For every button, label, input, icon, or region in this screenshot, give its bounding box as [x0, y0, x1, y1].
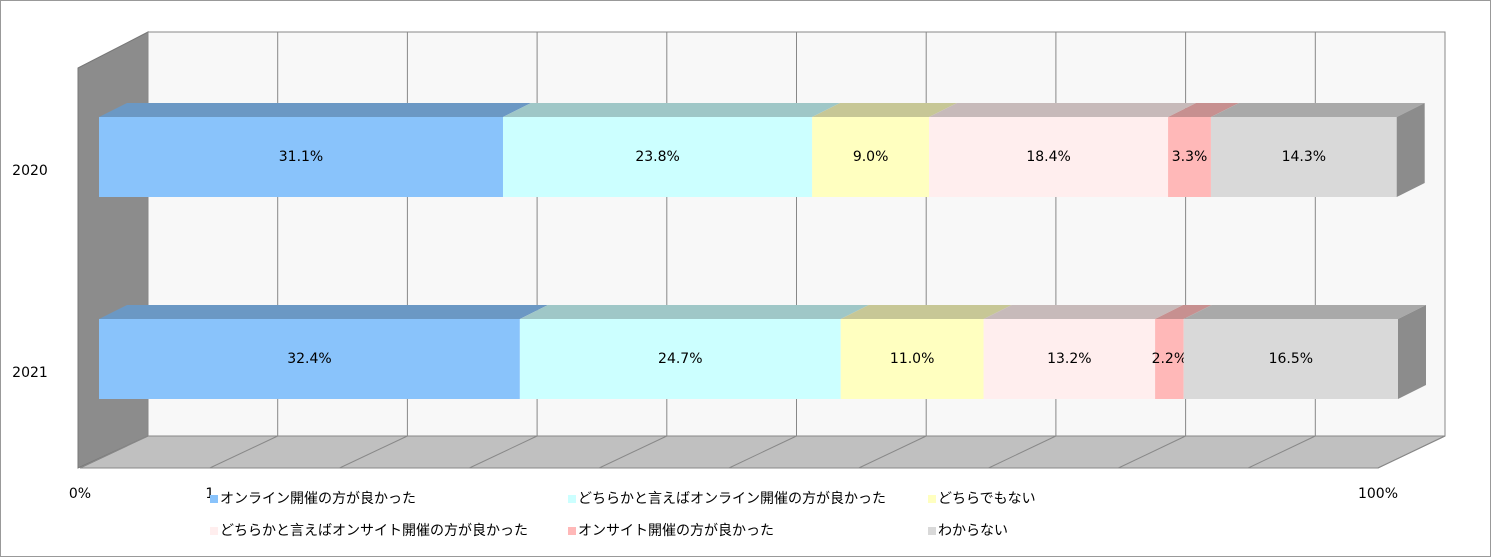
floor-grid-line	[728, 435, 797, 469]
bar	[502, 117, 813, 197]
legend-swatch	[568, 495, 576, 503]
legend-label: どちらでもない	[938, 491, 1036, 507]
bar	[929, 117, 1169, 197]
bar	[1210, 117, 1397, 197]
legend-swatch	[210, 527, 218, 535]
data-label: 3.3%	[1172, 149, 1208, 165]
data-label: 13.2%	[1047, 351, 1091, 367]
data-label: 16.5%	[1269, 351, 1313, 367]
bar-top	[983, 305, 1184, 319]
data-label: 32.4%	[287, 351, 331, 367]
floor-grid-line	[1118, 435, 1186, 469]
data-label: 23.8%	[635, 149, 679, 165]
data-label: 31.1%	[279, 149, 323, 165]
floor-grid-line	[209, 435, 278, 469]
data-label: 2.2%	[1152, 351, 1188, 367]
legend-swatch	[928, 495, 936, 503]
bar	[519, 319, 841, 399]
legend-swatch	[928, 527, 936, 535]
bar	[1168, 117, 1211, 197]
x-tick-label: 1	[205, 486, 214, 502]
floor-grid-line	[339, 435, 408, 469]
bar-side	[1398, 305, 1426, 399]
legend-label: オンライン開催の方が良かった	[220, 491, 416, 507]
bar-top	[99, 103, 531, 117]
bar-top	[1210, 103, 1425, 117]
bar-top	[840, 305, 1012, 319]
data-label: 24.7%	[658, 351, 702, 367]
legend-label: どちらかと言えばオンライン開催の方が良かった	[578, 491, 886, 507]
legend-label: オンサイト開催の方が良かった	[578, 523, 774, 539]
floor-grid-line	[858, 435, 927, 469]
side-wall	[77, 31, 149, 469]
data-label: 18.4%	[1026, 149, 1070, 165]
bar	[840, 319, 984, 399]
y-tick-label: 2020	[12, 163, 48, 179]
bar-top	[812, 103, 958, 117]
data-label: 14.3%	[1282, 149, 1326, 165]
floor-grid-line	[598, 435, 668, 469]
bar-top	[99, 305, 548, 319]
bar	[99, 117, 503, 197]
bar	[1183, 319, 1398, 399]
data-label: 9.0%	[853, 149, 889, 165]
legend-label: わからない	[938, 523, 1008, 539]
floor-grid-line	[79, 435, 149, 469]
x-tick-label: 0%	[69, 486, 91, 502]
y-tick-label: 2021	[12, 365, 48, 381]
bar-top	[1155, 305, 1212, 319]
x-tick-label: 100%	[1358, 486, 1398, 502]
floor-grid-line	[1377, 435, 1446, 469]
floor-grid-line	[988, 435, 1057, 469]
legend-swatch	[210, 495, 218, 503]
bar	[812, 117, 930, 197]
bar-top	[502, 103, 841, 117]
legend-swatch	[568, 527, 576, 535]
legend-label: どちらかと言えばオンサイト開催の方が良かった	[220, 523, 528, 539]
bar	[99, 319, 520, 399]
bar-top	[1168, 103, 1239, 117]
bar-top	[929, 103, 1197, 117]
bar-top	[519, 305, 869, 319]
bar	[983, 319, 1156, 399]
bar	[1155, 319, 1184, 399]
bar-top	[1183, 305, 1426, 319]
bar-side	[1396, 103, 1425, 197]
floor-grid-line	[1247, 435, 1316, 469]
data-label: 11.0%	[890, 351, 934, 367]
floor-grid-line	[469, 435, 538, 469]
